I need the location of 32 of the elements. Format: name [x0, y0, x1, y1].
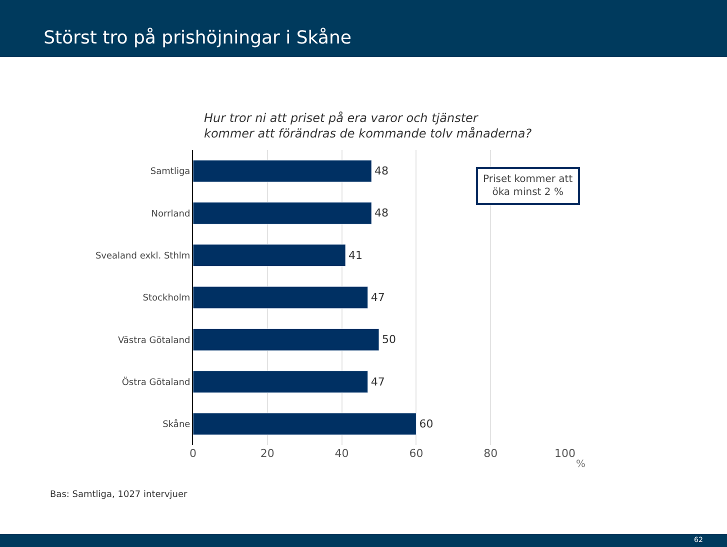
- y-tick-label: Skåne: [162, 419, 191, 430]
- bar: [193, 370, 368, 393]
- x-tick-label: 60: [409, 447, 424, 460]
- chart-title: Störst tro på prishöjningar i Skåne: [44, 27, 352, 48]
- bar: [193, 286, 368, 309]
- y-tick-label: Svealand exkl. Sthlm: [95, 252, 190, 262]
- bar: [193, 244, 346, 267]
- data-label: 47: [370, 291, 385, 304]
- data-label: 48: [374, 164, 389, 178]
- chart-subtitle: Hur tror ni att priset på era varor och tjänster kommer att förändras de kommande tolv månaderna?: [204, 111, 532, 141]
- data-label: 41: [348, 248, 363, 262]
- x-tick-label: 20: [260, 447, 274, 460]
- bar: [193, 202, 372, 224]
- data-label: 48: [374, 206, 389, 220]
- y-tick-label: Stockholm: [142, 294, 190, 304]
- x-tick-label: 40: [334, 447, 349, 460]
- x-tick-label: 0: [190, 447, 196, 460]
- bar: [193, 412, 416, 436]
- data-label: 60: [419, 417, 434, 430]
- bar: [193, 160, 372, 182]
- annotation: Priset kommer att öka minst 2 %: [483, 174, 573, 198]
- x-axis-title: %: [576, 459, 586, 470]
- x-tick-label: 100: [554, 447, 576, 460]
- y-tick-label: Västra Götaland: [118, 336, 190, 346]
- data-label: 50: [382, 333, 396, 346]
- y-tick-label: Samtliga: [150, 167, 190, 178]
- x-tick-label: 80: [484, 447, 498, 460]
- bar: [193, 328, 380, 351]
- y-tick-label: Norrland: [151, 209, 190, 220]
- y-tick-label: Östra Götaland: [122, 376, 190, 388]
- text: Bas: Samtliga, 1027 intervjuer: [50, 490, 188, 500]
- data-label: 47: [370, 375, 385, 388]
